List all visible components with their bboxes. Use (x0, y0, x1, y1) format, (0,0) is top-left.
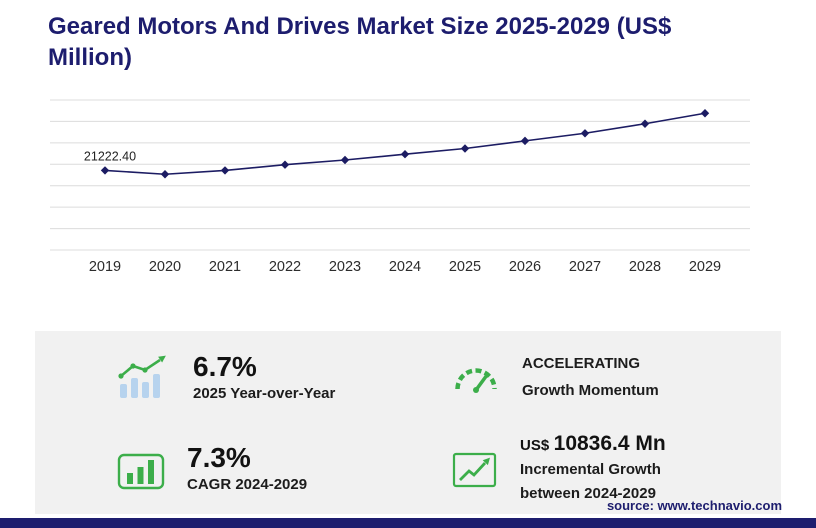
incremental-currency: US$ (520, 437, 550, 454)
incremental-value: 10836.4 Mn (553, 432, 666, 455)
x-axis-label: 2020 (149, 259, 181, 275)
x-axis-label: 2021 (209, 259, 241, 275)
momentum-line2: Growth Momentum (522, 381, 659, 399)
data-point-marker (580, 129, 590, 138)
x-axis-label: 2019 (89, 259, 121, 275)
data-point-marker (700, 109, 710, 118)
data-point-marker (280, 160, 290, 169)
x-axis-label: 2026 (509, 259, 541, 275)
stat-momentum: ACCELERATING Growth Momentum (408, 331, 781, 423)
speedometer-icon (452, 356, 500, 398)
yoy-value: 6.7% (193, 350, 257, 382)
x-axis-label: 2022 (269, 259, 301, 275)
incremental-label-line2: between 2024-2029 (520, 485, 656, 503)
x-axis-label: 2025 (449, 259, 481, 275)
cagr-label: CAGR 2024-2029 (187, 476, 308, 494)
data-point-marker (160, 170, 170, 179)
market-line-chart: 21222.40 2019 2020 2021 2022 2023 2024 2025 2026… (50, 99, 750, 275)
cagr-chart-icon (117, 446, 165, 490)
data-point-marker (220, 166, 230, 175)
market-chart-area: 21222.40 2019 2020 2021 2022 2023 2024 2025 2026… (50, 95, 750, 280)
bottom-accent-bar (0, 518, 816, 528)
page-title: Geared Motors And Drives Market Size 202… (48, 13, 672, 71)
x-axis-label: 2029 (689, 259, 721, 275)
stat-yoy: 6.7% 2025 Year-over-Year (35, 331, 408, 423)
market-series-line (104, 112, 706, 176)
data-point-marker (640, 119, 650, 128)
incremental-growth-icon (452, 447, 498, 489)
incremental-label-line1: Incremental Growth (520, 461, 661, 478)
data-point-marker (460, 144, 470, 153)
data-point-marker (400, 149, 410, 159)
data-point-marker (520, 136, 530, 146)
x-axis-label: 2028 (629, 259, 661, 275)
momentum-line1: ACCELERATING (522, 354, 641, 372)
x-axis-label: 2027 (569, 259, 601, 275)
x-axis-label: 2023 (329, 259, 361, 275)
yoy-label: 2025 Year-over-Year (193, 384, 336, 402)
x-axis-label: 2024 (389, 259, 421, 275)
stats-panel: 6.7% 2025 Year-over-Year ACCELERATING Gr… (35, 331, 781, 514)
stat-incremental: US$ 10836.4 Mn Incremental Growth betwee… (408, 423, 781, 515)
source-credit: source: www.technavio.com (606, 498, 782, 513)
first-point-value-label: 21222.40 (84, 149, 136, 163)
stat-cagr: 7.3% CAGR 2024-2029 (35, 423, 408, 515)
data-point-marker (340, 155, 350, 165)
data-point-marker (100, 166, 110, 175)
cagr-value: 7.3% (187, 442, 251, 474)
growth-bars-icon (117, 354, 171, 400)
